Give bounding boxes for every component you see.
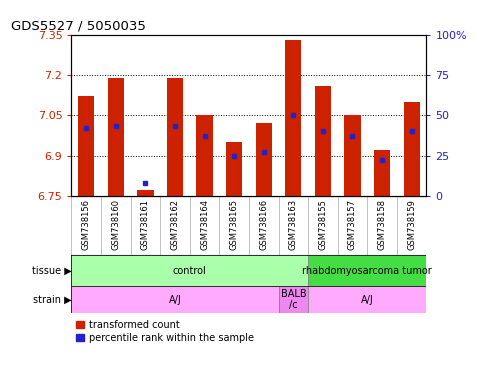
Text: control: control	[173, 266, 207, 276]
Text: GSM738165: GSM738165	[230, 199, 239, 250]
Text: GSM738156: GSM738156	[82, 199, 91, 250]
Bar	[255, 123, 272, 196]
Text: GSM738161: GSM738161	[141, 199, 150, 250]
Legend: transformed count, percentile rank within the sample: transformed count, percentile rank withi…	[76, 320, 254, 343]
Text: GDS5527 / 5050035: GDS5527 / 5050035	[11, 19, 145, 32]
Bar	[403, 102, 420, 196]
Text: GSM738166: GSM738166	[259, 199, 268, 250]
Text: tissue ▶: tissue ▶	[32, 266, 71, 276]
Bar	[308, 286, 426, 313]
Bar	[196, 115, 213, 196]
Text: strain ▶: strain ▶	[33, 295, 71, 305]
Bar	[71, 286, 279, 313]
Text: GSM738158: GSM738158	[378, 199, 387, 250]
Text: GSM738157: GSM738157	[348, 199, 357, 250]
Text: A/J: A/J	[361, 295, 374, 305]
Bar	[78, 96, 95, 196]
Bar	[71, 255, 308, 286]
Text: GSM738160: GSM738160	[111, 199, 120, 250]
Text: rhabdomyosarcoma tumor: rhabdomyosarcoma tumor	[302, 266, 432, 276]
Text: GSM738159: GSM738159	[407, 199, 416, 250]
Text: BALB
/c: BALB /c	[281, 289, 306, 310]
Bar	[279, 286, 308, 313]
Bar	[107, 78, 124, 196]
Text: GSM738162: GSM738162	[171, 199, 179, 250]
Bar	[285, 40, 301, 196]
Text: A/J: A/J	[169, 295, 181, 305]
Text: GSM738163: GSM738163	[289, 199, 298, 250]
Bar	[374, 150, 390, 196]
Text: GSM738155: GSM738155	[318, 199, 327, 250]
Text: GSM738164: GSM738164	[200, 199, 209, 250]
Bar	[226, 142, 242, 196]
Bar	[167, 78, 183, 196]
Bar	[315, 86, 331, 196]
Bar	[308, 255, 426, 286]
Bar	[344, 115, 361, 196]
Bar	[137, 190, 154, 196]
